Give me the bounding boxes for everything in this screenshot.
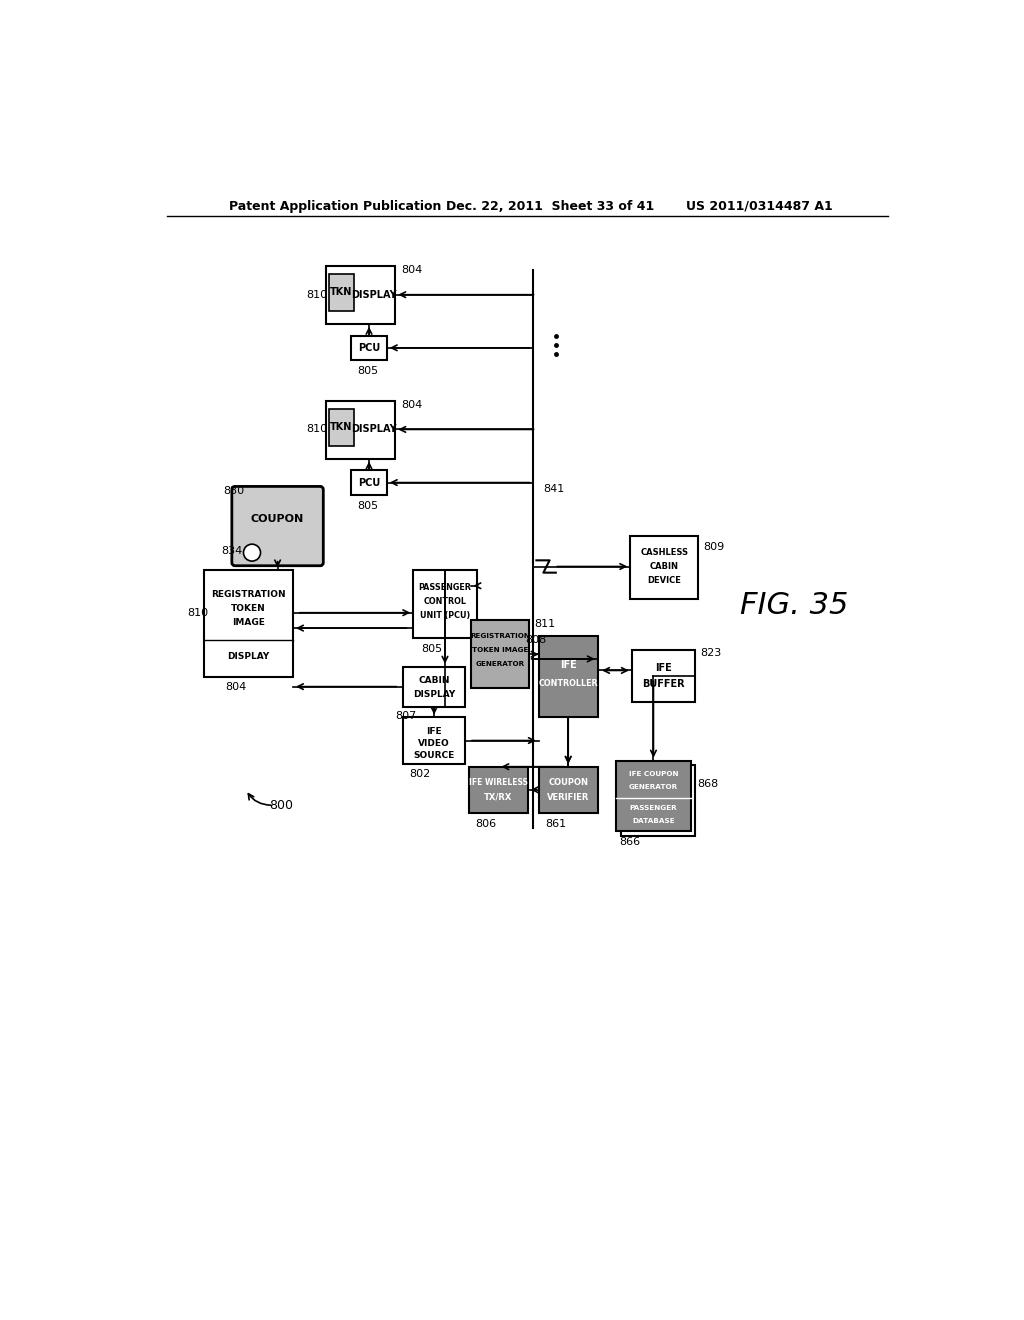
Bar [351, 335, 387, 360]
Bar [632, 649, 695, 702]
Text: IMAGE: IMAGE [232, 618, 265, 627]
Text: 807: 807 [395, 711, 417, 721]
Text: VERIFIER: VERIFIER [547, 793, 590, 803]
Text: GENERATOR: GENERATOR [475, 660, 524, 667]
Text: 806: 806 [475, 818, 497, 829]
Text: CABIN: CABIN [650, 562, 679, 572]
Text: UNIT (PCU): UNIT (PCU) [420, 611, 470, 619]
Text: 868: 868 [697, 779, 718, 788]
Text: 805: 805 [421, 644, 442, 653]
Text: TX/RX: TX/RX [484, 793, 513, 803]
Text: Patent Application Publication: Patent Application Publication [228, 199, 441, 213]
Text: 841: 841 [544, 484, 564, 495]
Text: DISPLAY: DISPLAY [413, 690, 456, 698]
Text: 866: 866 [620, 837, 640, 847]
Text: 810: 810 [306, 289, 328, 300]
Text: 834: 834 [221, 546, 243, 556]
Bar [469, 767, 528, 813]
Text: PCU: PCU [358, 478, 380, 487]
Bar [539, 767, 598, 813]
Bar [351, 470, 387, 495]
Text: DATABASE: DATABASE [632, 817, 675, 824]
Bar [329, 275, 353, 312]
Text: DEVICE: DEVICE [647, 576, 681, 585]
Text: DISPLAY: DISPLAY [351, 425, 396, 434]
Text: TOKEN: TOKEN [231, 605, 266, 614]
Text: DISPLAY: DISPLAY [227, 652, 269, 661]
Text: IFE: IFE [560, 660, 577, 671]
Text: 800: 800 [269, 799, 293, 812]
Text: COUPON: COUPON [548, 777, 588, 787]
Text: TOKEN IMAGE: TOKEN IMAGE [472, 647, 528, 652]
Bar [539, 636, 598, 717]
Bar [616, 760, 690, 832]
Text: FIG. 35: FIG. 35 [740, 590, 849, 619]
Text: GENERATOR: GENERATOR [629, 784, 678, 789]
Text: PASSENGER: PASSENGER [630, 805, 677, 812]
Bar [414, 570, 477, 638]
Text: IFE: IFE [426, 727, 442, 735]
Text: SOURCE: SOURCE [414, 751, 455, 760]
Text: REGISTRATION: REGISTRATION [470, 632, 530, 639]
Text: 802: 802 [410, 770, 430, 779]
Text: 810: 810 [187, 607, 208, 618]
Text: 805: 805 [357, 500, 379, 511]
Text: COUPON: COUPON [251, 513, 304, 524]
Text: IFE COUPON: IFE COUPON [629, 771, 678, 777]
Text: TKN: TKN [330, 288, 352, 297]
Text: CONTROLLER: CONTROLLER [539, 678, 598, 688]
Bar [471, 620, 529, 688]
Bar [326, 401, 395, 459]
Text: 811: 811 [535, 619, 555, 630]
FancyBboxPatch shape [231, 487, 324, 566]
Text: 804: 804 [225, 682, 247, 693]
Text: Dec. 22, 2011  Sheet 33 of 41: Dec. 22, 2011 Sheet 33 of 41 [445, 199, 654, 213]
Text: REGISTRATION: REGISTRATION [211, 590, 286, 599]
Text: 830: 830 [223, 486, 245, 496]
Text: BUFFER: BUFFER [642, 678, 685, 689]
Bar [329, 409, 353, 446]
Text: DISPLAY: DISPLAY [351, 289, 396, 300]
Text: 808: 808 [524, 635, 546, 644]
Bar [403, 718, 465, 763]
Text: 804: 804 [401, 400, 423, 409]
Bar [204, 570, 293, 677]
Bar [621, 766, 695, 836]
Text: PCU: PCU [358, 343, 380, 352]
Text: TKN: TKN [330, 422, 352, 432]
Circle shape [244, 544, 260, 561]
Text: CASHLESS: CASHLESS [640, 548, 688, 557]
Text: IFE: IFE [655, 663, 672, 673]
Text: PASSENGER: PASSENGER [419, 583, 471, 591]
Text: CONTROL: CONTROL [424, 597, 467, 606]
Text: IFE WIRELESS: IFE WIRELESS [469, 777, 528, 787]
Bar [403, 667, 465, 706]
Text: 823: 823 [700, 648, 721, 657]
Text: US 2011/0314487 A1: US 2011/0314487 A1 [686, 199, 833, 213]
Text: 810: 810 [306, 425, 328, 434]
Text: 804: 804 [401, 265, 423, 275]
Text: CABIN: CABIN [419, 676, 450, 685]
Text: 809: 809 [703, 543, 724, 552]
Bar [326, 267, 395, 323]
Text: 805: 805 [357, 366, 379, 376]
Text: 861: 861 [545, 818, 566, 829]
Text: VIDEO: VIDEO [418, 739, 450, 748]
Bar [630, 536, 698, 599]
